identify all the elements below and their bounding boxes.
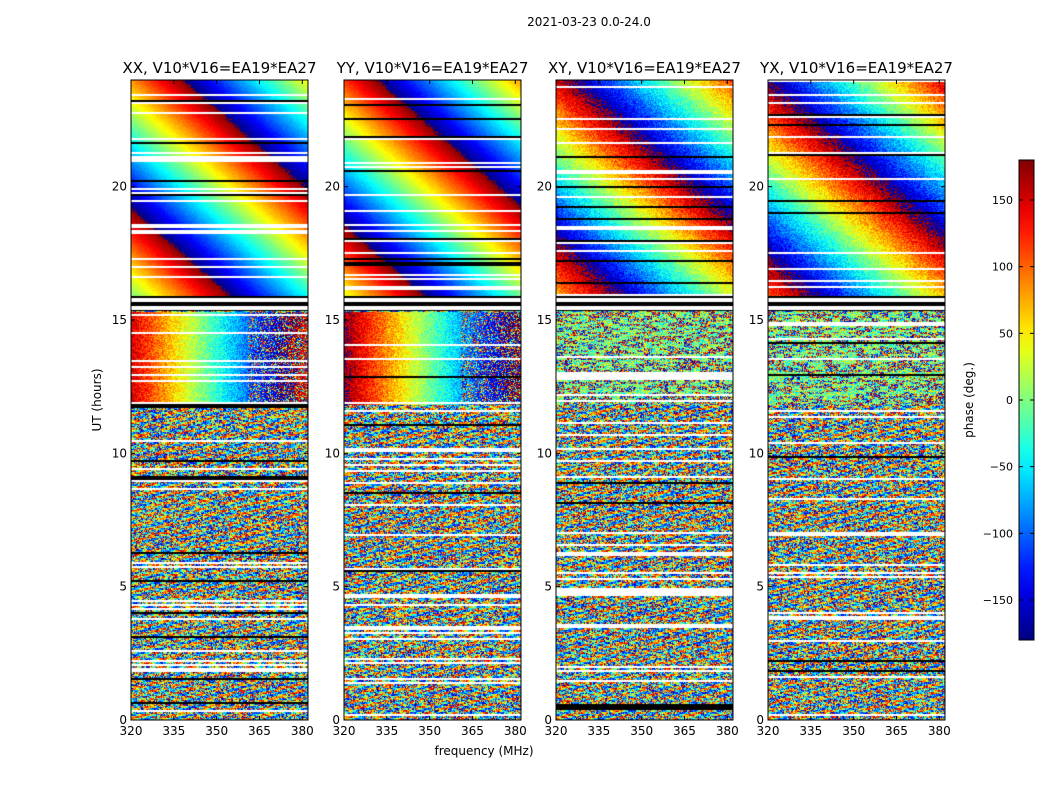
panels: XX, V10*V16=EA19*EA27 320 335 350 365 380 0 5 10…	[112, 59, 953, 738]
y-tick-label: 20	[325, 180, 340, 194]
colorbar-tick-label: 150	[992, 194, 1013, 207]
x-tick-label: 335	[799, 724, 822, 738]
y-tick-label: 15	[325, 313, 340, 327]
colorbar-tick-label: 100	[992, 261, 1013, 274]
y-tick-label: 10	[325, 446, 340, 460]
y-tick-label: 15	[537, 313, 552, 327]
x-tick-label: 350	[205, 724, 228, 738]
x-tick-label: 380	[504, 724, 527, 738]
y-tick-label: 0	[332, 713, 340, 727]
y-tick-label: 15	[749, 313, 764, 327]
x-tick-label: 350	[418, 724, 441, 738]
y-tick-label: 10	[537, 446, 552, 460]
panel-title: YX, V10*V16=EA19*EA27	[759, 59, 953, 77]
colorbar-tick-label: −150	[983, 594, 1013, 607]
y-tick-label: 10	[112, 446, 127, 460]
y-tick-label: 20	[749, 180, 764, 194]
y-tick-label: 20	[112, 180, 127, 194]
colorbar: 150 100 50 0 −50 −100 −150	[983, 159, 1035, 641]
panel-title: YY, V10*V16=EA19*EA27	[336, 59, 529, 77]
y-tick-label: 10	[749, 446, 764, 460]
panel-frame	[130, 79, 309, 721]
y-tick-label: 5	[119, 580, 127, 594]
x-tick-label: 380	[928, 724, 951, 738]
phase-heatmap	[344, 80, 521, 720]
colorbar-tick-label: −100	[983, 527, 1013, 540]
x-tick-label: 335	[587, 724, 610, 738]
y-tick-label: 15	[112, 313, 127, 327]
panel-frame	[555, 79, 734, 721]
phase-heatmap	[768, 80, 945, 720]
panel-title: XX, V10*V16=EA19*EA27	[122, 59, 316, 77]
y-tick-label: 5	[332, 580, 340, 594]
x-tick-label: 320	[333, 724, 356, 738]
x-tick-label: 335	[375, 724, 398, 738]
panel-yx: YX, V10*V16=EA19*EA27 320 335 350 365 380 0 5 10…	[749, 59, 953, 738]
x-tick-label: 320	[120, 724, 143, 738]
panel-frame	[767, 79, 946, 721]
colorbar-tick-label: 50	[999, 327, 1013, 340]
panel-frame	[343, 79, 522, 721]
x-tick-label: 365	[461, 724, 484, 738]
figure-suptitle: 2021-03-23 0.0-24.0	[527, 15, 651, 29]
x-tick-label: 320	[757, 724, 780, 738]
y-tick-label: 5	[544, 580, 552, 594]
y-tick-label: 0	[756, 713, 764, 727]
phase-heatmap	[556, 80, 733, 720]
x-axis-label: frequency (MHz)	[434, 744, 533, 758]
colorbar-label: phase (deg.)	[962, 362, 976, 438]
y-tick-label: 0	[544, 713, 552, 727]
y-axis-label: UT (hours)	[90, 368, 104, 431]
x-tick-label: 380	[291, 724, 314, 738]
colorbar-tick-label: −50	[990, 461, 1013, 474]
panel-title: XY, V10*V16=EA19*EA27	[548, 59, 741, 77]
x-tick-label: 365	[885, 724, 908, 738]
colorbar-tick-label: 0	[1006, 394, 1013, 407]
panel-xx: XX, V10*V16=EA19*EA27 320 335 350 365 380 0 5 10…	[112, 59, 317, 738]
y-tick-label: 20	[537, 180, 552, 194]
panel-xy: XY, V10*V16=EA19*EA27 320 335 350 365 380 0 5 10…	[537, 59, 741, 738]
x-tick-label: 380	[716, 724, 739, 738]
x-tick-label: 350	[630, 724, 653, 738]
y-tick-label: 5	[756, 580, 764, 594]
x-tick-label: 350	[842, 724, 865, 738]
x-tick-label: 320	[545, 724, 568, 738]
y-tick-label: 0	[119, 713, 127, 727]
panel-yy: YY, V10*V16=EA19*EA27 320 335 350 365 380 0 5 10…	[325, 59, 529, 738]
x-tick-label: 335	[162, 724, 185, 738]
phase-heatmap	[131, 80, 308, 720]
x-tick-label: 365	[248, 724, 271, 738]
x-tick-label: 365	[673, 724, 696, 738]
